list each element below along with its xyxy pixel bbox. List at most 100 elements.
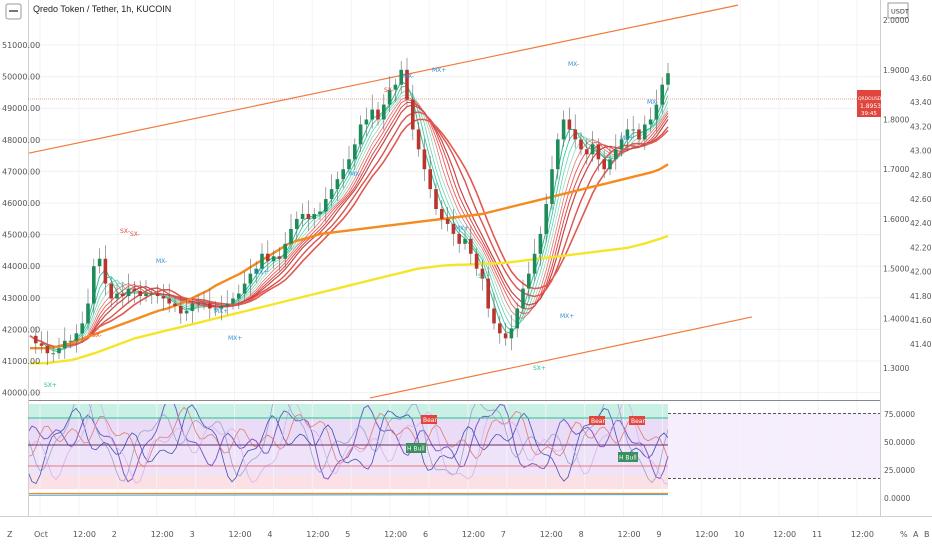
candle-down — [103, 258, 108, 284]
candle-down — [469, 238, 473, 254]
log-scale-button[interactable]: B — [924, 530, 930, 539]
time-tick-label: 5 — [345, 530, 350, 539]
timezone-button[interactable]: Z — [7, 530, 13, 539]
candle-up — [393, 84, 398, 90]
candle-down — [480, 268, 485, 279]
percent-scale-button[interactable]: % — [900, 530, 908, 539]
candle-down — [179, 305, 183, 314]
right-tick-label-2: 42.60 — [910, 195, 932, 204]
candle-up — [550, 169, 554, 205]
candle-up — [318, 211, 322, 214]
candle-down — [637, 129, 641, 140]
right-tick-label-2: 42.00 — [910, 268, 932, 277]
candle-up — [289, 228, 293, 244]
time-tick-label: 10 — [734, 530, 744, 539]
bull-label-1 — [406, 443, 426, 453]
candle-up — [97, 258, 102, 267]
ema-line — [29, 104, 669, 348]
candle-down — [277, 256, 282, 259]
candle-down — [376, 109, 380, 120]
channel-lower-line — [369, 316, 753, 399]
candle-up — [271, 256, 276, 262]
candle-down — [498, 323, 502, 334]
right-price-axis-2[interactable]: 43.60 43.40 43.20 43.00 42.80 42.60 42.40 42.20… — [910, 74, 932, 349]
candle-up — [231, 298, 235, 304]
bear-label-2-text: Bear — [591, 418, 605, 425]
signal-label: SX+ — [533, 365, 546, 372]
candle-down — [440, 209, 444, 219]
right-tick-label-2: 43.00 — [910, 147, 932, 156]
signal-label: MX+ — [228, 335, 242, 342]
time-tick-label: 9 — [656, 530, 661, 539]
candle-down — [457, 233, 461, 244]
right-tick-label: 1.9000 — [883, 66, 909, 75]
osc-tick-label: 25.0000 — [884, 466, 915, 475]
candle-down — [132, 288, 137, 292]
time-tick-label: 4 — [267, 530, 272, 539]
time-tick-label: 12:00 — [540, 530, 563, 539]
chart-title: Qredo Token / Tether, 1h, KUCOIN — [33, 4, 171, 14]
currency-badge[interactable] — [887, 2, 909, 19]
left-tick-label: 44000.00 — [2, 262, 40, 271]
candle-down — [34, 335, 38, 344]
candle-up — [532, 253, 537, 274]
candle-down — [167, 298, 171, 304]
osc-baseline-blue — [28, 494, 669, 496]
candle-up — [515, 308, 519, 329]
signal-label: MX- — [156, 258, 167, 265]
candle-up — [150, 293, 154, 295]
candle-down — [428, 169, 432, 190]
candle-down — [121, 293, 125, 297]
candle-up — [196, 303, 200, 305]
signal-label: MX- — [647, 99, 658, 106]
osc-line-lilac — [28, 404, 669, 485]
signal-label: MX+ — [432, 67, 446, 74]
time-tick-label: 12:00 — [773, 530, 796, 539]
candle-up — [364, 119, 369, 125]
ema-line — [29, 89, 669, 350]
auto-scale-button[interactable]: A — [913, 530, 919, 539]
left-tick-label: 41000.00 — [2, 357, 40, 366]
right-price-axis[interactable]: 2.0000 1.9000 1.8000 1.7000 1.6000 1.5000 1.40… — [883, 16, 909, 373]
left-tick-label: 46000.00 — [2, 199, 40, 208]
candle-up — [225, 303, 229, 306]
candle-up — [242, 283, 247, 294]
candle-up — [614, 149, 618, 160]
candle-up — [254, 268, 258, 274]
left-price-axis[interactable]: 51000.00 50000.00 49000.00 48000.00 47000.00… — [2, 41, 40, 398]
candle-down — [602, 159, 606, 170]
collapse-icon[interactable] — [5, 3, 22, 20]
candle-up — [382, 104, 386, 120]
candle-up — [358, 124, 363, 145]
candle-up — [144, 293, 148, 297]
candle-up — [312, 213, 316, 219]
time-tick-label: 12:00 — [73, 530, 96, 539]
time-tick-label: 7 — [501, 530, 506, 539]
right-tick-label: 2.0000 — [883, 16, 909, 25]
candle-up — [341, 169, 345, 180]
time-axis[interactable]: Oct 12:00 2 12:00 3 12:00 4 12:00 5 12:00 6 12:00 7 1… — [34, 530, 874, 539]
bear-label-1-text: Bear — [423, 417, 437, 424]
oscillator-axis[interactable]: 75.0000 50.0000 25.0000 0.0000 — [884, 410, 915, 503]
price-tag-value: 1.8953 — [860, 103, 881, 110]
candle-up — [300, 213, 305, 219]
candle-up — [347, 159, 351, 170]
candle-up — [527, 273, 531, 289]
candle-up — [219, 305, 224, 309]
bull-label-2 — [618, 452, 638, 462]
candle-up — [51, 353, 55, 355]
bull-label-1-text: H Bull — [407, 446, 425, 453]
signal-label: MX+ — [455, 225, 469, 232]
candle-up — [370, 109, 374, 120]
right-tick-label-2: 42.40 — [910, 219, 932, 228]
osc-line-blue — [28, 404, 669, 485]
time-tick-label: 11 — [812, 530, 822, 539]
signal-label: SX+ — [44, 382, 57, 389]
right-tick-label-2: 42.20 — [910, 243, 932, 252]
candle-up — [561, 119, 566, 140]
candle-up — [329, 189, 334, 200]
candle-down — [155, 293, 160, 297]
ema200-line — [30, 234, 669, 365]
candle-down — [596, 144, 601, 160]
